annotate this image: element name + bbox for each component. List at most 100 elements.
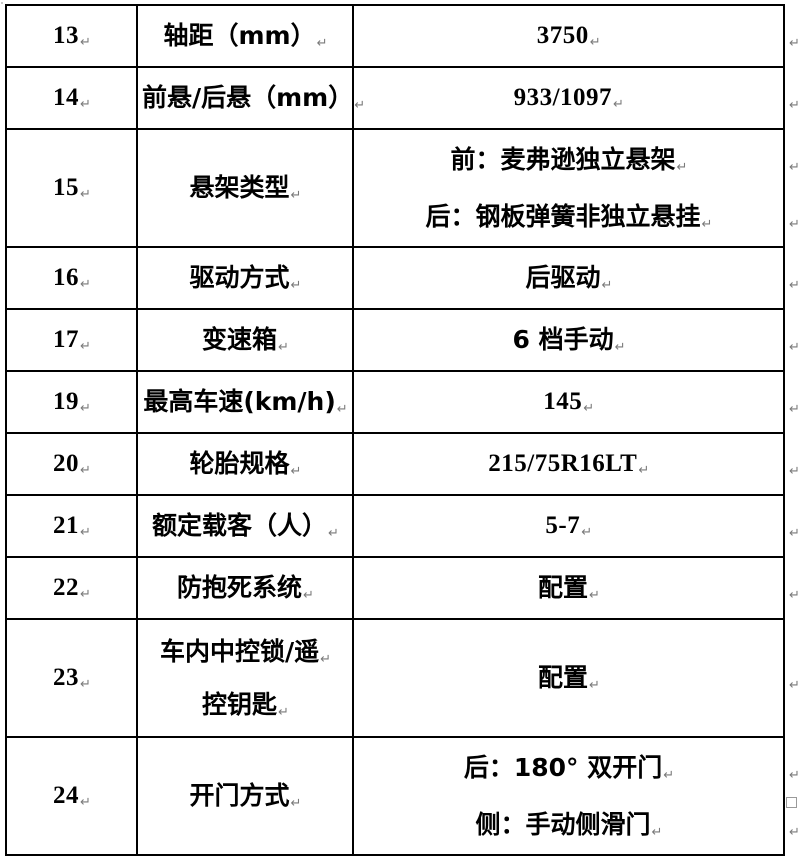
row-number-cell: 13↵: [5, 4, 138, 68]
paragraph-mark-icon: ↵: [651, 825, 663, 840]
row-number-cell: 17↵: [5, 308, 138, 372]
vehicle-specification-table: 13↵ 轴距（mm）↵ 3750↵ 14↵ 前悬/后悬（mm）↵ 933/1097↵ 15↵…: [5, 4, 785, 856]
table-row: 23↵ 车内中控锁/遥↵ 控钥匙↵ 配置↵: [5, 618, 785, 738]
item-name-text: 驱动方式: [189, 263, 290, 293]
item-name-cell: 驱动方式↵: [136, 246, 354, 310]
item-name-text: 前悬/后悬（mm）: [142, 83, 354, 113]
value-text: 后驱动: [525, 263, 601, 293]
paragraph-mark-icon: ↵: [789, 464, 800, 480]
paragraph-mark-icon: ↵: [789, 526, 800, 542]
item-name-text: 防抱死系统: [177, 573, 303, 603]
item-name-text: 开门方式: [189, 781, 290, 811]
paragraph-mark-icon: ↵: [80, 97, 91, 113]
paragraph-mark-icon: ↵: [581, 525, 593, 541]
row-number: 13: [53, 22, 80, 50]
value-cell: 145↵: [352, 370, 785, 434]
paragraph-mark-icon: ↵: [789, 340, 800, 356]
paragraph-mark-icon: ↵: [303, 588, 314, 604]
item-name-text: 轮胎规格: [189, 449, 290, 479]
value-text: 前：麦弗逊独立悬架: [450, 144, 676, 174]
paragraph-mark-icon: ↵: [80, 187, 91, 203]
paragraph-mark-icon: ↵: [789, 278, 800, 294]
item-name-text: 车内中控锁/遥: [159, 636, 320, 666]
row-number: 19: [53, 388, 80, 416]
item-name-cell: 前悬/后悬（mm）↵: [136, 66, 365, 130]
paragraph-mark-icon: ↵: [614, 340, 626, 356]
value-text: 侧：手动侧滑门: [475, 810, 651, 839]
paragraph-mark-icon: ↵: [789, 36, 800, 52]
document-end-mark: [786, 797, 797, 808]
item-name-cell: 变速箱↵: [136, 308, 354, 372]
paragraph-mark-icon: ↵: [80, 587, 91, 603]
value-cell: 3750↵: [352, 4, 785, 68]
value-text: 6 档手动: [512, 325, 614, 355]
item-name-text: 悬架类型: [189, 173, 290, 203]
item-name-cell: 轴距（mm）↵: [136, 4, 354, 68]
table-row: 14↵ 前悬/后悬（mm）↵ 933/1097↵: [5, 66, 785, 130]
item-name-text: 轴距（mm）: [163, 21, 316, 51]
table-row: 24↵ 开门方式↵ 后：180° 双开门↵ 侧：手动侧滑门↵: [5, 736, 785, 856]
value-cell: 5-7↵: [352, 494, 785, 558]
value-cell: 后驱动↵: [352, 246, 785, 310]
value-text: 配置: [538, 663, 589, 693]
paragraph-mark-icon: ↵: [583, 401, 595, 417]
paragraph-mark-icon: ↵: [589, 588, 600, 604]
value-text: 后：180° 双开门: [463, 752, 663, 782]
value-text: 配置: [538, 573, 589, 603]
table-body: 13↵ 轴距（mm）↵ 3750↵ 14↵ 前悬/后悬（mm）↵ 933/1097↵ 15↵…: [5, 4, 785, 856]
paragraph-mark-icon: ↵: [80, 339, 91, 355]
paragraph-mark-icon: ↵: [336, 402, 348, 418]
row-number-cell: 16↵: [5, 246, 138, 310]
paragraph-mark-icon: ↵: [80, 277, 91, 293]
row-number-cell: 15↵: [5, 128, 138, 248]
paragraph-mark-icon: ↵: [80, 525, 91, 541]
paragraph-mark-icon: ↵: [80, 795, 91, 811]
value-text: 5-7: [545, 512, 581, 540]
paragraph-mark-icon: ↵: [290, 188, 302, 204]
row-number-cell: 21↵: [5, 494, 138, 558]
row-number: 20: [53, 450, 80, 478]
row-number: 23: [53, 664, 80, 692]
paragraph-mark-icon: ↵: [290, 796, 302, 812]
row-number: 22: [53, 574, 80, 602]
paragraph-mark-icon: ↵: [278, 340, 289, 356]
paragraph-mark-icon: ↵: [789, 98, 800, 114]
item-name-text: 额定载客（人）: [152, 511, 328, 541]
table-row: 17↵ 变速箱↵ 6 档手动↵: [5, 308, 785, 372]
paragraph-mark-icon: ↵: [789, 824, 800, 840]
paragraph-mark-icon: ↵: [316, 36, 328, 52]
row-number-cell: 20↵: [5, 432, 138, 496]
table-row: 22↵ 防抱死系统↵ 配置↵: [5, 556, 785, 620]
value-cell: 配置↵: [352, 618, 785, 738]
row-number: 24: [53, 782, 80, 810]
row-number: 17: [53, 326, 80, 354]
paragraph-mark-icon: ↵: [789, 678, 800, 694]
paragraph-mark-icon: ↵: [278, 705, 289, 720]
item-name-text: 控钥匙: [202, 690, 278, 719]
paragraph-mark-icon: ↵: [789, 216, 800, 232]
paragraph-mark-icon: ↵: [80, 401, 91, 417]
paragraph-mark-icon: ↵: [638, 463, 650, 479]
item-name-cell: 额定载客（人）↵: [136, 494, 354, 558]
item-name-text: 最高车速(km/h): [143, 387, 336, 417]
item-name-cell: 防抱死系统↵: [136, 556, 354, 620]
table-row: 21↵ 额定载客（人）↵ 5-7↵: [5, 494, 785, 558]
table-row: 20↵ 轮胎规格↵ 215/75R16LT↵: [5, 432, 785, 496]
paragraph-mark-icon: ↵: [676, 159, 688, 175]
row-number-cell: 19↵: [5, 370, 138, 434]
paragraph-mark-icon: ↵: [789, 159, 800, 175]
value-cell: 6 档手动↵: [352, 308, 785, 372]
paragraph-mark-icon: ↵: [789, 402, 800, 418]
paragraph-mark-icon: ↵: [789, 767, 800, 783]
item-name-cell: 车内中控锁/遥↵ 控钥匙↵: [136, 618, 354, 738]
row-number: 15: [53, 174, 80, 202]
value-text: 215/75R16LT: [488, 450, 638, 478]
value-cell: 后：180° 双开门↵ 侧：手动侧滑门↵: [352, 736, 785, 856]
row-number-cell: 24↵: [5, 736, 138, 856]
paragraph-mark-icon: ↵: [320, 651, 332, 667]
row-number-cell: 23↵: [5, 618, 138, 738]
value-text: 后：钢板弹簧非独立悬挂: [425, 202, 701, 231]
row-number: 14: [53, 84, 80, 112]
item-name-cell: 开门方式↵: [136, 736, 354, 856]
